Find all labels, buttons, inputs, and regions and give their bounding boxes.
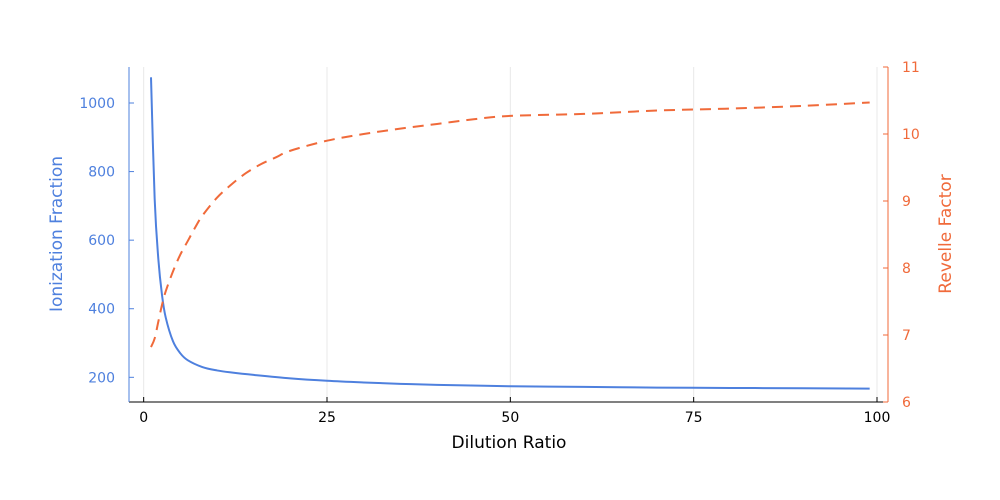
y-right-tick-label: 8 (902, 261, 911, 277)
axes (128, 66, 889, 403)
x-axis-title: Dilution Ratio (452, 433, 567, 453)
y-left-tick-label: 600 (88, 233, 115, 249)
y-left-tick-label: 1000 (79, 96, 115, 112)
x-tick-label: 25 (318, 410, 336, 426)
y-axis-left-title: Ionization Fraction (47, 156, 67, 312)
series (150, 77, 870, 390)
series-line-right (150, 101, 870, 348)
y-left-tick-label: 800 (88, 165, 115, 181)
x-tick-label: 75 (685, 410, 703, 426)
y-right-tick-label: 10 (902, 127, 920, 143)
x-tick-label: 0 (139, 410, 148, 426)
tick-labels: 0 25 50 75 100 200 400 600 800 1000 6 7 8 9 10 11 (79, 60, 919, 426)
x-tick-label: 100 (864, 410, 891, 426)
series-line-left (150, 77, 870, 390)
y-right-tick-label: 9 (902, 194, 911, 210)
y-left-tick-label: 400 (88, 302, 115, 318)
y-right-tick-label: 7 (902, 328, 911, 344)
grid (143, 67, 878, 402)
x-tick-label: 50 (501, 410, 519, 426)
y-left-tick-label: 200 (88, 370, 115, 386)
y-right-tick-label: 6 (902, 395, 911, 411)
y-axis-right-title: Revelle Factor (936, 174, 956, 293)
y-right-tick-label: 11 (902, 60, 920, 76)
